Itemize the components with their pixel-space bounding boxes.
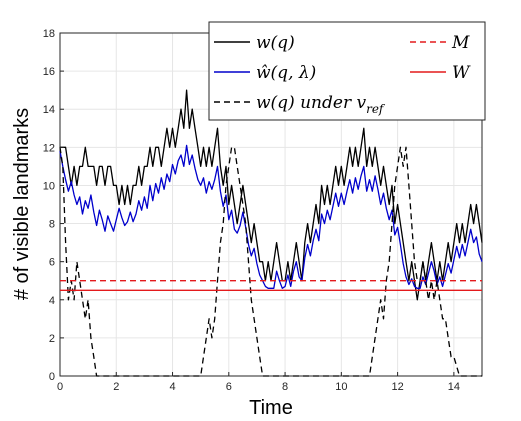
legend: w(q) ŵ(q, λ) w(q) under vref M W bbox=[208, 21, 486, 121]
series-layer bbox=[59, 89, 483, 377]
legend-label-w-ref-main: w(q) under v bbox=[256, 93, 366, 113]
y-tick-label: 4 bbox=[49, 295, 55, 307]
x-axis-label: Time bbox=[249, 397, 293, 419]
y-axis-ticks: 0 2 4 6 8 10 12 14 16 18 bbox=[43, 28, 64, 383]
y-tick-label: 14 bbox=[43, 104, 55, 116]
x-tick-label: 2 bbox=[113, 381, 119, 393]
legend-label-w-ref-sub: ref bbox=[366, 102, 386, 116]
series-line-q bbox=[59, 144, 483, 289]
x-tick-label: 12 bbox=[391, 381, 403, 393]
y-tick-label: 0 bbox=[49, 371, 55, 383]
x-tick-label: 14 bbox=[448, 381, 460, 393]
series-line-w-q-under-v-ref bbox=[59, 146, 482, 377]
y-tick-label: 6 bbox=[49, 257, 55, 269]
x-tick-label: 8 bbox=[282, 381, 288, 393]
y-tick-label: 16 bbox=[43, 66, 55, 78]
legend-label-W: W bbox=[452, 63, 471, 83]
y-tick-label: 18 bbox=[43, 28, 55, 40]
y-tick-label: 8 bbox=[49, 219, 55, 231]
y-tick-label: 10 bbox=[43, 180, 55, 192]
legend-box bbox=[208, 21, 486, 121]
legend-label-M: M bbox=[451, 33, 470, 53]
y-axis-label: # of visible landmarks bbox=[11, 108, 33, 300]
legend-label-w-ref: w(q) under vref bbox=[256, 93, 386, 116]
x-tick-label: 0 bbox=[57, 381, 63, 393]
y-tick-label: 2 bbox=[49, 333, 55, 345]
y-tick-label: 12 bbox=[43, 142, 55, 154]
legend-label-w-hat: ŵ(q, λ) bbox=[256, 63, 316, 83]
legend-label-w: w(q) bbox=[256, 33, 295, 53]
x-tick-label: 6 bbox=[226, 381, 232, 393]
x-tick-label: 4 bbox=[169, 381, 175, 393]
x-axis-ticks: 0 2 4 6 8 10 12 14 bbox=[57, 372, 460, 393]
x-tick-label: 10 bbox=[335, 381, 347, 393]
